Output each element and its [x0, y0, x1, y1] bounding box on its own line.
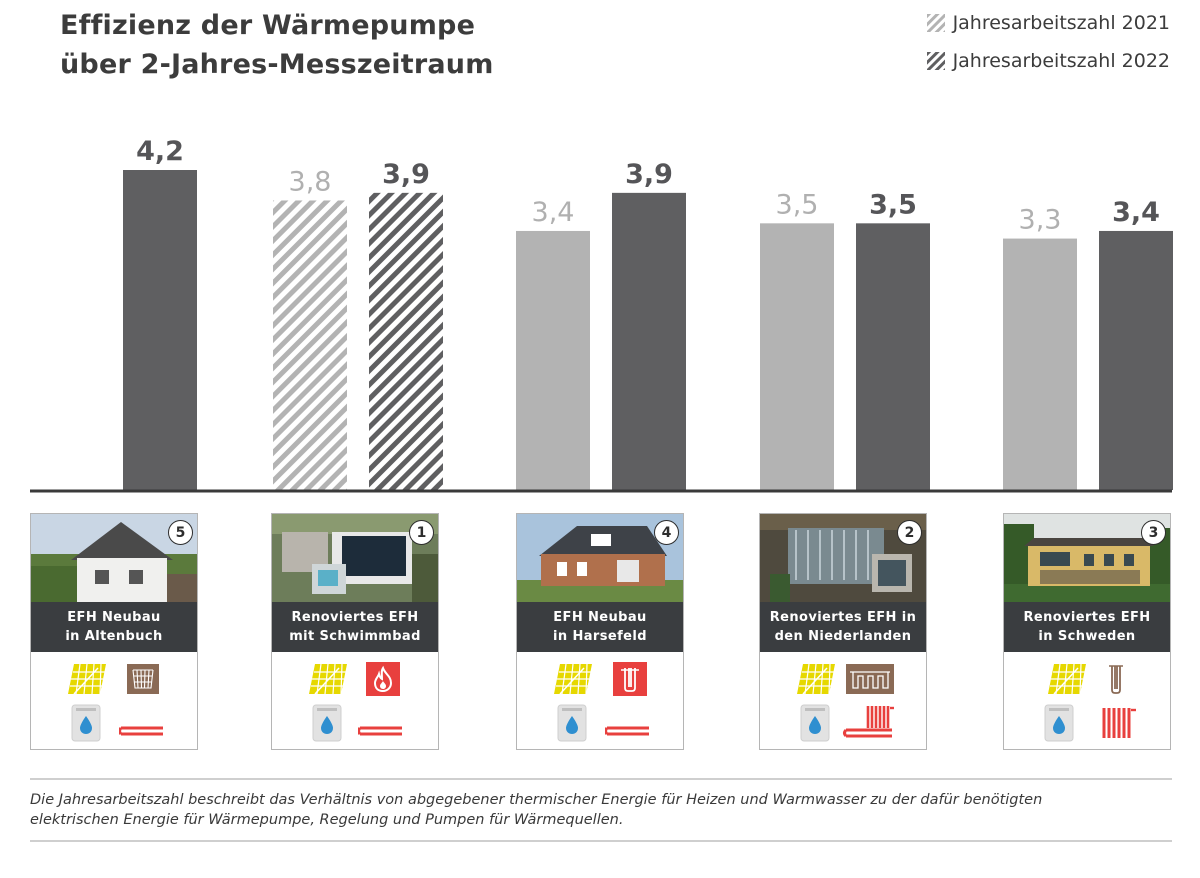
legend-swatch-2022 — [926, 52, 945, 70]
card-schwimmbad: 1 Renoviertes EFH mit Schwimmbad — [271, 513, 439, 750]
floor-heating-icon — [119, 726, 163, 736]
house-photo-schwimmbad: 1 — [272, 514, 438, 602]
card-icons — [272, 652, 438, 749]
house-photo-harsefeld: 4 — [517, 514, 683, 602]
solar-panel-icon — [554, 664, 592, 694]
card-icons — [31, 652, 197, 749]
data-label-2022-5: 3,4 — [1112, 197, 1160, 228]
card-caption-line-1: EFH Neubau — [553, 610, 647, 625]
card-caption-line-1: Renoviertes EFH in — [769, 610, 917, 625]
legend-item-2022: Jahresarbeitszahl 2022 — [926, 44, 1170, 78]
card-caption-line-2: in Harsefeld — [553, 629, 647, 644]
solar-panel-icon — [309, 664, 347, 694]
bar-2022-3 — [612, 192, 686, 490]
card-number-badge: 3 — [1141, 520, 1166, 545]
card-caption-line-2: den Niederlanden — [774, 629, 912, 644]
house-photo-schweden: 3 — [1004, 514, 1170, 602]
card-caption-line-2: in Altenbuch — [65, 629, 163, 644]
card-caption: EFH Neubau in Altenbuch — [31, 602, 197, 652]
data-label-2022-1: 4,2 — [136, 136, 184, 167]
data-label-2022-3: 3,9 — [625, 159, 673, 190]
card-number-badge: 1 — [409, 520, 434, 545]
ground-collector-icon — [127, 664, 159, 694]
card-niederlanden: 2 Renoviertes EFH in den Niederlanden — [759, 513, 927, 750]
fire-icon — [366, 662, 400, 696]
card-caption-line-2: in Schweden — [1038, 629, 1136, 644]
solar-panel-icon — [797, 664, 835, 694]
card-caption-line-1: Renoviertes EFH — [1023, 610, 1151, 625]
bar-2022-4 — [856, 223, 930, 490]
data-label-2022-2: 3,9 — [382, 159, 430, 190]
floor-heating-icon — [605, 726, 649, 736]
legend-swatch-2021 — [926, 14, 945, 32]
borehole-icon — [1109, 665, 1123, 694]
card-number-badge: 5 — [168, 520, 193, 545]
footnote-bottom-divider — [30, 840, 1172, 842]
bar-2022-1 — [123, 170, 197, 490]
radiator-icon — [1102, 708, 1136, 738]
footnote: Die Jahresarbeitszahl beschreibt das Ver… — [30, 790, 1180, 830]
data-label-2021-4: 3,5 — [776, 189, 819, 220]
data-label-2022-4: 3,5 — [869, 189, 917, 220]
solar-panel-icon — [68, 664, 106, 694]
legend-item-2021: Jahresarbeitszahl 2021 — [926, 6, 1170, 40]
card-altenbuch: 5 EFH Neubau in Altenbuch — [30, 513, 198, 750]
house-photo-altenbuch: 5 — [31, 514, 197, 602]
card-schweden: 3 Renoviertes EFH in Schweden — [1003, 513, 1171, 750]
chart-title-line-2: über 2-Jahres-Messzeitraum — [60, 49, 494, 80]
water-tank-icon — [71, 704, 101, 742]
bar-2021-3 — [516, 230, 590, 490]
card-number-badge: 4 — [654, 520, 679, 545]
card-caption: Renoviertes EFH in Schweden — [1004, 602, 1170, 652]
bar-2021-5 — [1003, 238, 1077, 490]
house-photo-niederlanden: 2 — [760, 514, 926, 602]
water-tank-icon — [312, 704, 342, 742]
borehole-icon — [613, 662, 647, 696]
card-icons — [1004, 652, 1170, 749]
bar-2021-4 — [760, 223, 834, 490]
bar-2022-5 — [1099, 230, 1173, 490]
footnote-line-2: elektrischen Energie für Wärmepumpe, Reg… — [30, 812, 624, 828]
chart-title: Effizienz der Wärmepumpe über 2-Jahres-M… — [60, 6, 494, 84]
footnote-top-divider — [30, 778, 1172, 780]
chart-title-line-1: Effizienz der Wärmepumpe — [60, 10, 476, 41]
card-caption: EFH Neubau in Harsefeld — [517, 602, 683, 652]
card-caption: Renoviertes EFH in den Niederlanden — [760, 602, 926, 652]
solar-panel-icon — [1048, 664, 1086, 694]
card-caption-line-2: mit Schwimmbad — [289, 629, 421, 644]
floor-heating-icon — [358, 726, 402, 736]
card-caption-line-1: EFH Neubau — [67, 610, 161, 625]
card-number-badge: 2 — [897, 520, 922, 545]
water-tank-icon — [800, 704, 830, 742]
card-icons — [517, 652, 683, 749]
floor-radiator-icon — [843, 706, 894, 738]
water-tank-icon — [557, 704, 587, 742]
card-icons — [760, 652, 926, 749]
data-label-2021-5: 3,3 — [1019, 205, 1062, 236]
data-label-2021-3: 3,4 — [532, 197, 575, 228]
legend: Jahresarbeitszahl 2021 Jahresarbeitszahl… — [926, 6, 1170, 82]
footnote-line-1: Die Jahresarbeitszahl beschreibt das Ver… — [30, 792, 1043, 808]
card-caption: Renoviertes EFH mit Schwimmbad — [272, 602, 438, 652]
legend-label-2022: Jahresarbeitszahl 2022 — [952, 50, 1170, 72]
legend-label-2021: Jahresarbeitszahl 2021 — [952, 12, 1170, 34]
card-harsefeld: 4 EFH Neubau in Harsefeld — [516, 513, 684, 750]
bar-chart: 4,2 3,8 3,9 3,4 3,9 3,5 3,5 3,3 3,4 — [30, 136, 1173, 493]
ground-collector-icon — [846, 664, 894, 694]
bar-2022-2 — [369, 192, 443, 490]
data-label-2021-2: 3,8 — [289, 166, 332, 197]
bar-2021-2 — [273, 200, 347, 490]
water-tank-icon — [1044, 704, 1074, 742]
card-caption-line-1: Renoviertes EFH — [291, 610, 419, 625]
